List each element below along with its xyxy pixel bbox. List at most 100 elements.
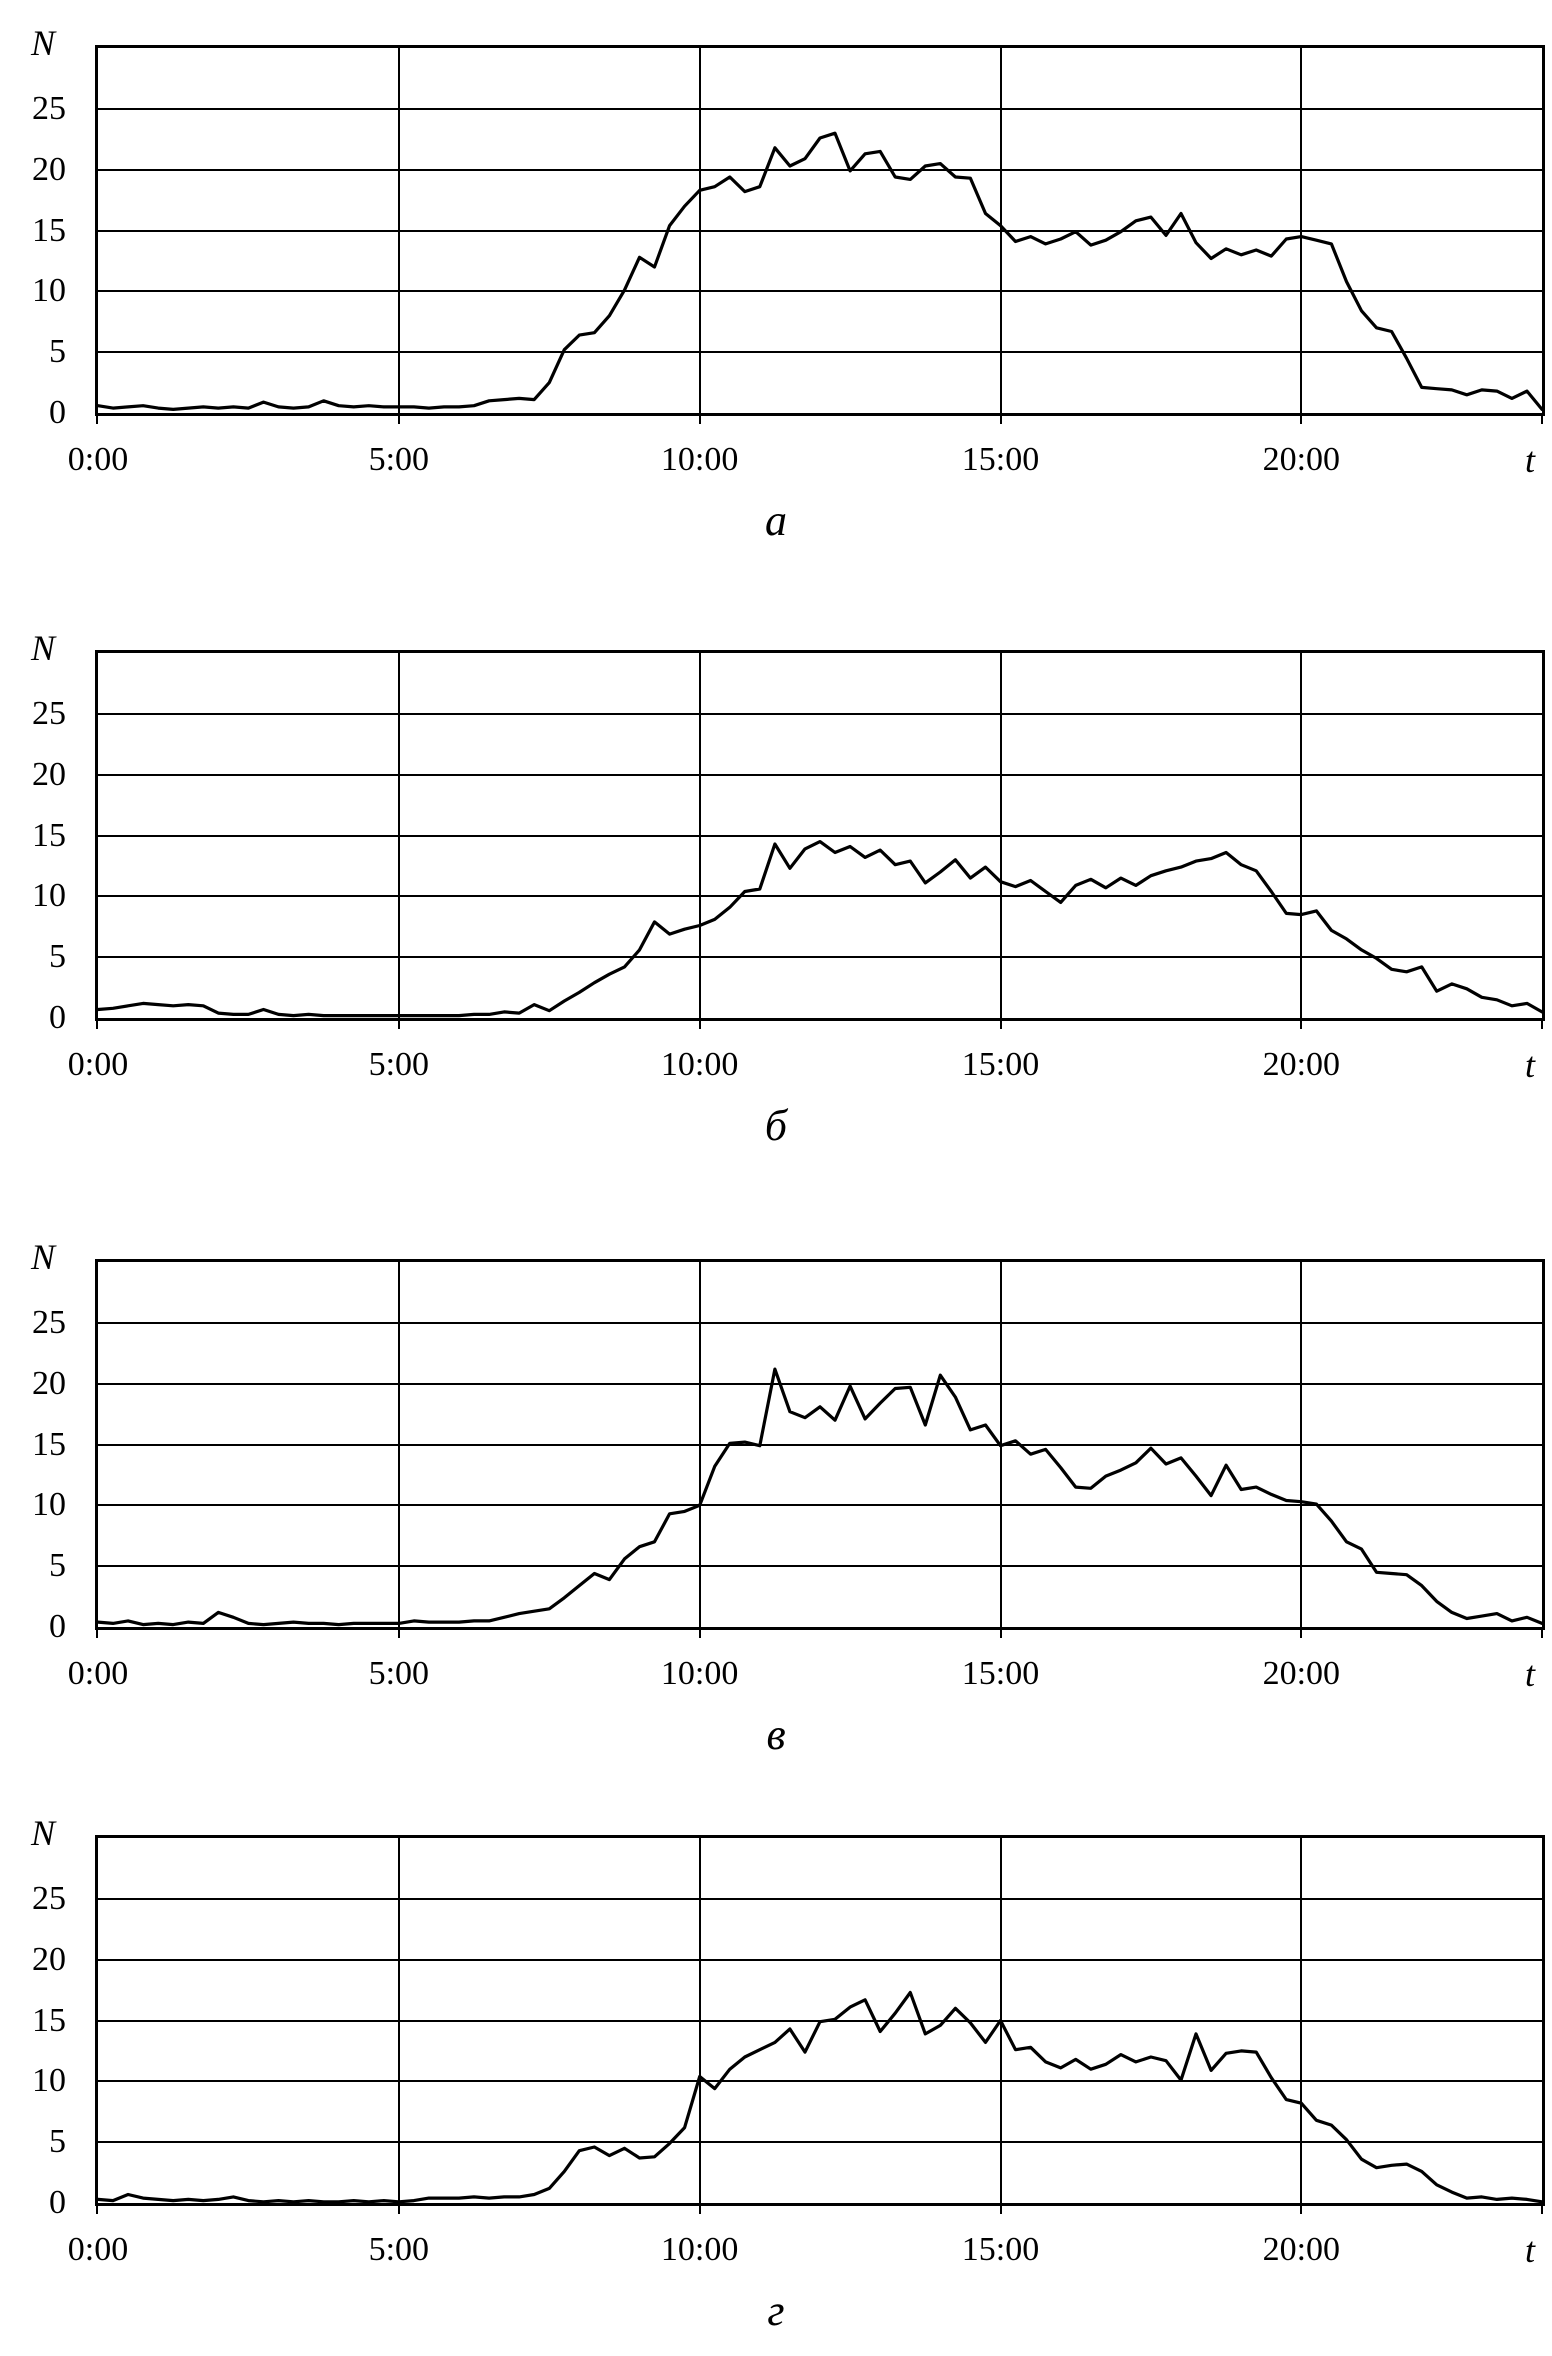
y-tick-label: 20: [32, 755, 66, 793]
y-tick-label: 5: [49, 938, 66, 976]
x-tick-label: 0:00: [67, 441, 129, 478]
gridline-horizontal: [98, 351, 1542, 354]
gridline-horizontal: [98, 712, 1542, 715]
chart-v: N t в 0 5 10 15 20 25 0:00 5:00 10:00 15:00 20:00: [0, 1237, 1552, 1779]
chart-caption-a: а: [765, 496, 787, 545]
x-axis-tick: [698, 1627, 701, 1638]
gridline-vertical: [397, 653, 400, 1018]
x-tick-label: 20:00: [1262, 1655, 1341, 1692]
x-axis-tick: [1541, 413, 1543, 424]
x-tick-label: 20:00: [1262, 441, 1341, 478]
gridline-horizontal: [98, 1958, 1542, 1961]
x-axis-title: t: [1524, 1045, 1535, 1085]
gridline-horizontal: [98, 773, 1542, 776]
plot-area-b: [95, 650, 1545, 1029]
gridline-horizontal: [98, 1504, 1542, 1507]
chart-caption-b: б: [764, 1101, 788, 1150]
x-axis-tick: [999, 413, 1002, 424]
y-axis-title: N: [30, 1813, 55, 1853]
x-tick-label: 5:00: [368, 1046, 430, 1083]
y-axis-title: N: [30, 628, 55, 668]
y-tick-label: 20: [32, 1364, 66, 1402]
x-axis-tick: [698, 1018, 701, 1029]
x-tick-label: 5:00: [368, 441, 430, 478]
chart-caption-g: г: [767, 2286, 785, 2335]
gridline-horizontal: [98, 107, 1542, 110]
x-tick-label: 0:00: [67, 1655, 129, 1692]
gridline-vertical: [698, 1262, 701, 1627]
x-axis-tick: [999, 2203, 1002, 2214]
x-axis-tick: [397, 1018, 400, 1029]
gridline-vertical: [698, 1838, 701, 2203]
gridline-horizontal: [98, 229, 1542, 232]
gridline-vertical: [698, 48, 701, 413]
x-axis-tick: [96, 2203, 98, 2214]
gridline-horizontal: [98, 834, 1542, 837]
y-tick-label: 0: [49, 2184, 66, 2221]
gridline-horizontal: [98, 956, 1542, 959]
plot-area-v: [95, 1259, 1545, 1638]
x-axis-tick: [397, 2203, 400, 2214]
x-tick-label: 20:00: [1262, 1046, 1341, 1083]
y-tick-label: 25: [32, 89, 66, 127]
x-tick-label: 10:00: [660, 1046, 739, 1083]
x-tick-label: 5:00: [368, 2231, 430, 2268]
y-tick-label: 20: [32, 150, 66, 188]
gridline-horizontal: [98, 1321, 1542, 1324]
x-axis-title: t: [1524, 440, 1535, 480]
gridline-vertical: [1300, 653, 1303, 1018]
y-tick-label: 15: [32, 2001, 66, 2039]
x-axis-tick: [96, 1018, 98, 1029]
y-tick-label: 25: [32, 1879, 66, 1917]
y-tick-label: 5: [49, 2123, 66, 2161]
gridline-vertical: [1300, 48, 1303, 413]
x-axis-tick: [698, 2203, 701, 2214]
gridline-vertical: [1300, 1838, 1303, 2203]
x-tick-label: 15:00: [961, 2231, 1040, 2268]
line-series-g: [96, 1990, 1544, 2204]
chart-a: N t а 0 5 10 15 20 25 0:00 5:00 10:00 15:00 20:00: [0, 23, 1552, 565]
x-tick-label: 10:00: [660, 2231, 739, 2268]
gridline-horizontal: [98, 168, 1542, 171]
x-tick-label: 0:00: [67, 1046, 129, 1083]
gridline-horizontal: [98, 1382, 1542, 1385]
gridline-vertical: [397, 1262, 400, 1627]
y-tick-label: 0: [49, 1608, 66, 1645]
y-tick-label: 0: [49, 999, 66, 1036]
x-tick-label: 10:00: [660, 1655, 739, 1692]
line-series-v: [96, 1367, 1544, 1627]
x-tick-label: 0:00: [67, 2231, 129, 2268]
x-axis-tick: [96, 413, 98, 424]
y-tick-label: 5: [49, 1547, 66, 1585]
y-tick-label: 10: [32, 272, 66, 310]
gridline-horizontal: [98, 895, 1542, 898]
y-tick-label: 25: [32, 1303, 66, 1341]
x-tick-label: 5:00: [368, 1655, 430, 1692]
x-axis-tick: [1300, 2203, 1303, 2214]
y-tick-label: 15: [32, 211, 66, 249]
y-tick-label: 15: [32, 1425, 66, 1463]
y-tick-label: 20: [32, 1940, 66, 1978]
gridline-vertical: [1300, 1262, 1303, 1627]
x-axis-tick: [1300, 1018, 1303, 1029]
x-axis-tick: [1541, 2203, 1543, 2214]
x-axis-title: t: [1524, 2230, 1535, 2270]
x-axis-tick: [397, 413, 400, 424]
gridline-horizontal: [98, 2080, 1542, 2083]
x-axis-tick: [1300, 413, 1303, 424]
y-tick-label: 15: [32, 816, 66, 854]
plot-area-a: [95, 45, 1545, 424]
x-axis-tick: [698, 413, 701, 424]
gridline-horizontal: [98, 1897, 1542, 1900]
gridline-vertical: [999, 48, 1002, 413]
x-tick-label: 10:00: [660, 441, 739, 478]
y-tick-label: 10: [32, 877, 66, 915]
plot-area-g: [95, 1835, 1545, 2214]
x-axis-tick: [999, 1018, 1002, 1029]
x-tick-label: 20:00: [1262, 2231, 1341, 2268]
x-axis-tick: [1300, 1627, 1303, 1638]
x-axis-tick: [1541, 1627, 1543, 1638]
gridline-horizontal: [98, 290, 1542, 293]
y-tick-label: 5: [49, 333, 66, 371]
